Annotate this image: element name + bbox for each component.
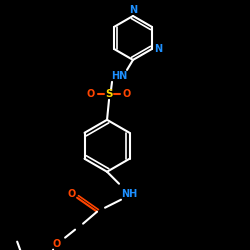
Text: O: O (87, 89, 95, 99)
Text: O: O (53, 239, 61, 249)
Text: N: N (129, 5, 137, 15)
Text: N: N (154, 44, 162, 54)
Text: O: O (68, 189, 76, 199)
Text: S: S (105, 89, 113, 99)
Text: NH: NH (121, 189, 137, 199)
Text: HN: HN (111, 71, 127, 81)
Text: O: O (123, 89, 131, 99)
